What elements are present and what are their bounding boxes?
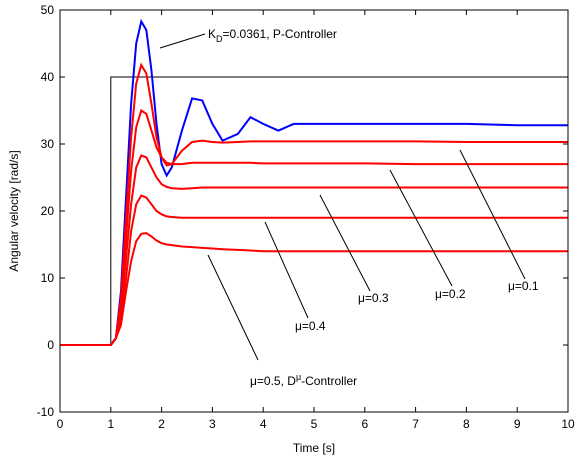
x-axis-label: Time [s]: [293, 441, 335, 455]
y-tick-label: 40: [41, 70, 55, 84]
annotation: μ=0.5, Dμ-Controller: [250, 372, 357, 388]
annotation: μ=0.2: [435, 287, 466, 301]
series-line: [60, 76, 568, 346]
x-tick-label: 0: [57, 417, 64, 431]
series-line: [60, 18, 568, 346]
annotation-part: μ=0.3: [358, 291, 389, 305]
annotation: μ=0.1: [508, 279, 539, 293]
annotation-leader: [264, 221, 309, 319]
x-tick-label: 10: [561, 417, 575, 431]
series-line: [60, 108, 568, 346]
annotation-leader: [319, 194, 371, 292]
annotation: KD=0.0361, P-Controller: [208, 27, 337, 44]
y-tick-label: -10: [37, 405, 55, 419]
x-tick-label: 6: [361, 417, 368, 431]
x-tick-label: 4: [260, 417, 267, 431]
series-line: [60, 62, 568, 346]
y-tick-label: 30: [41, 137, 55, 151]
series-line: [60, 154, 568, 346]
annotation-part: =0.0361, P-Controller: [223, 27, 337, 41]
annotation-part: K: [208, 27, 216, 41]
series-line: [60, 194, 568, 346]
x-tick-label: 8: [463, 417, 470, 431]
annotation-leader: [159, 33, 206, 49]
x-tick-label: 7: [412, 417, 419, 431]
annotation-part: μ=0.4: [295, 319, 326, 333]
annotation-part: μ=0.5, D: [250, 374, 296, 388]
x-tick-label: 2: [158, 417, 165, 431]
x-tick-label: 1: [107, 417, 114, 431]
annotation-part: μ=0.2: [435, 287, 466, 301]
annotation-leader: [389, 169, 453, 287]
annotation-part: D: [216, 34, 223, 44]
annotation-part: μ: [296, 372, 301, 382]
annotation: μ=0.4: [295, 319, 326, 333]
y-tick-label: 50: [41, 3, 55, 17]
series-line: [60, 232, 568, 346]
plot-frame: [59, 9, 569, 413]
y-axis-label: Angular velocity [rad/s]: [7, 150, 21, 271]
x-tick-label: 5: [311, 417, 318, 431]
annotation-leader: [207, 254, 259, 361]
annotation: μ=0.3: [358, 291, 389, 305]
annotation-leader: [459, 149, 526, 280]
annotation-part: μ=0.1: [508, 279, 539, 293]
y-tick-label: 10: [41, 271, 55, 285]
y-tick-label: 20: [41, 204, 55, 218]
x-tick-label: 9: [514, 417, 521, 431]
y-tick-label: 0: [47, 338, 54, 352]
annotation-part: -Controller: [301, 374, 357, 388]
x-tick-label: 3: [209, 417, 216, 431]
